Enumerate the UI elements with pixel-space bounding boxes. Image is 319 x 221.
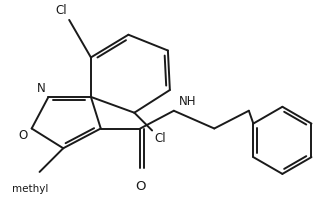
Text: Cl: Cl [154,132,166,145]
Text: methyl: methyl [11,184,48,194]
Text: N: N [37,82,46,95]
Text: NH: NH [179,95,196,108]
Text: Cl: Cl [56,4,67,17]
Text: O: O [135,180,145,193]
Text: O: O [19,130,28,143]
